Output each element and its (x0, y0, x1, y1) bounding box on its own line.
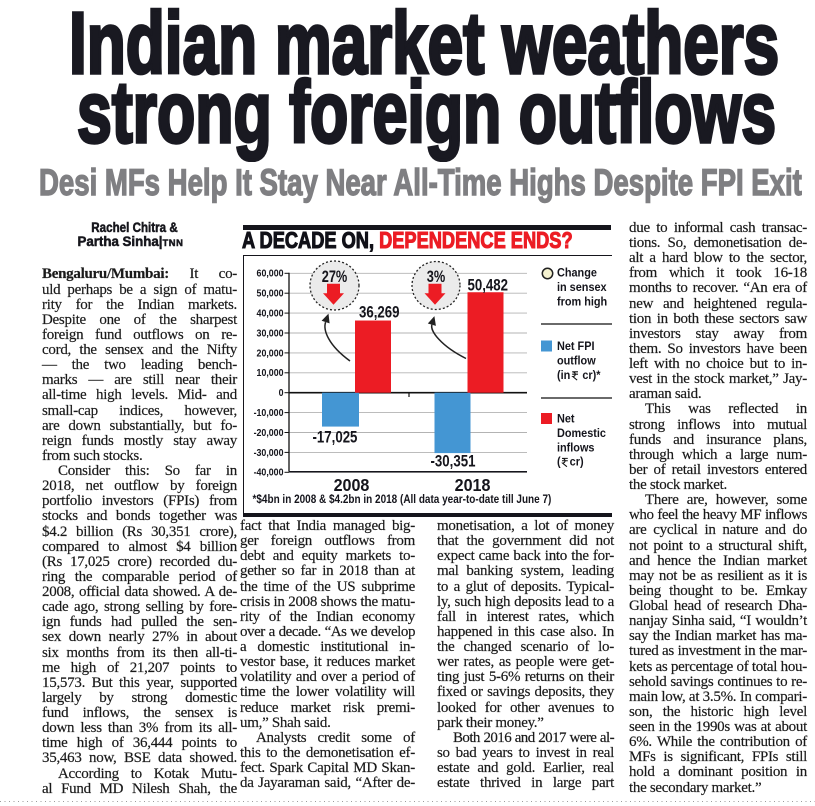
svg-text:inflows: inflows (557, 441, 595, 455)
svg-text:Net: Net (557, 412, 575, 426)
svg-text:(in cr)*: (in cr)* (557, 368, 601, 382)
svg-text:-17,025: -17,025 (312, 428, 357, 447)
svg-text:-10,000: -10,000 (254, 408, 284, 419)
svg-text:20,000: 20,000 (257, 348, 284, 359)
svg-text:-20,000: -20,000 (254, 427, 284, 438)
svg-text:Net FPI: Net FPI (557, 339, 595, 353)
svg-text:*$4bn in 2008 & $4.2bn in 2018: *$4bn in 2008 & $4.2bn in 2018 (All data… (252, 493, 551, 506)
svg-text:3%: 3% (427, 267, 445, 286)
svg-text:2018: 2018 (455, 475, 491, 495)
svg-text:50,000: 50,000 (257, 288, 284, 299)
svg-text:2008: 2008 (334, 475, 370, 495)
svg-text:-40,000: -40,000 (254, 467, 284, 478)
svg-text:Domestic: Domestic (557, 426, 607, 440)
svg-text:Change: Change (557, 266, 597, 280)
svg-text:60,000: 60,000 (257, 268, 284, 279)
svg-text:( cr): ( cr) (557, 455, 584, 469)
svg-text:50,482: 50,482 (467, 276, 508, 295)
svg-text:outflow: outflow (557, 354, 597, 368)
svg-text:27%: 27% (322, 267, 348, 286)
svg-text:10,000: 10,000 (257, 368, 284, 379)
svg-text:36,269: 36,269 (359, 303, 400, 322)
svg-text:40,000: 40,000 (257, 308, 284, 319)
svg-text:-30,351: -30,351 (431, 452, 476, 471)
svg-text:in sensex: in sensex (557, 280, 607, 294)
svg-text:-30,000: -30,000 (254, 447, 284, 458)
svg-text:30,000: 30,000 (257, 328, 284, 339)
svg-text:from high: from high (557, 295, 607, 309)
svg-text:0: 0 (279, 388, 284, 399)
